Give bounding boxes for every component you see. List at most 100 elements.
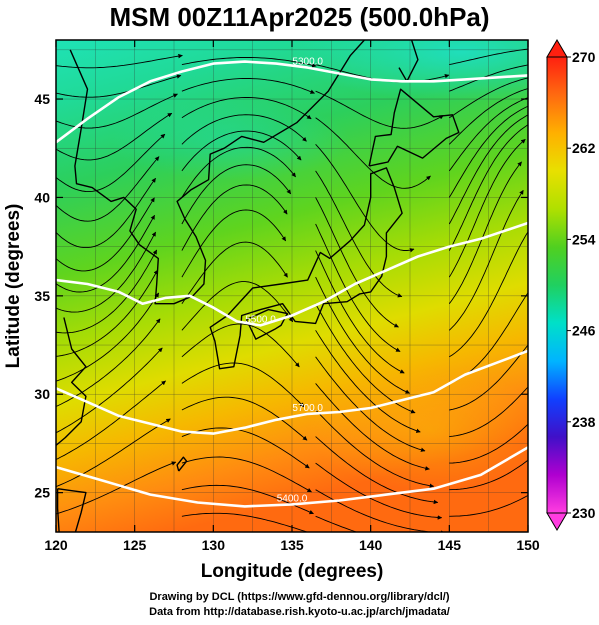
- coastline: [56, 488, 87, 532]
- streamline: [181, 146, 296, 198]
- colorbar-tick-label: 270: [572, 49, 596, 65]
- y-axis-title: Latitude (degrees): [3, 204, 24, 369]
- streamline: [56, 380, 166, 460]
- streamline: [448, 97, 528, 172]
- colorbar-tick-label: 230: [572, 505, 596, 521]
- streamline: [315, 197, 399, 328]
- footer-data-credit: Data from http://database.rish.kyoto-u.a…: [149, 606, 450, 618]
- streamline: [56, 156, 160, 222]
- streamline: [449, 77, 528, 119]
- streamline: [315, 409, 435, 488]
- streamline: [449, 459, 528, 491]
- streamline: [315, 117, 431, 189]
- streamline: [315, 462, 443, 520]
- contour-label: 5700.0: [292, 403, 323, 414]
- streamline: [56, 133, 166, 193]
- streamline: [315, 250, 405, 374]
- streamline: [315, 143, 415, 253]
- x-tick-label: 130: [202, 537, 226, 553]
- cold-trough-shading: [110, 100, 350, 180]
- x-tick-label: 125: [123, 537, 147, 553]
- streamline: [181, 57, 317, 68]
- streamline: [56, 74, 182, 98]
- coastline: [176, 456, 188, 472]
- streamline: [449, 48, 528, 66]
- streamline: [448, 124, 528, 251]
- colorbar: 230 238 246 254 262 270: [546, 39, 596, 531]
- footer-credits: Drawing by DCL (https://www.gfd-dennou.o…: [0, 590, 599, 620]
- streamline: [181, 114, 307, 145]
- streamline: [56, 318, 161, 408]
- streamline: [449, 64, 528, 92]
- streamline: [56, 53, 183, 69]
- streamline: [56, 214, 155, 293]
- streamline: [315, 356, 426, 452]
- y-tick-label: 45: [34, 91, 50, 107]
- contour-label: 5300.0: [292, 57, 323, 68]
- streamline: [181, 396, 308, 441]
- streamline: [315, 170, 403, 298]
- streamline: [315, 276, 411, 394]
- colorbar-tick-label: 238: [572, 414, 596, 430]
- x-tick-label: 150: [516, 537, 540, 553]
- x-axis-title: Longitude (degrees): [201, 561, 384, 582]
- colorbar-tick-label: 262: [572, 140, 596, 156]
- streamline: [448, 161, 522, 304]
- x-axis-ticks: 120 125 130 135 140 145 150: [44, 40, 540, 553]
- streamline: [181, 323, 300, 368]
- streamline: [181, 78, 315, 94]
- footer-drawing-credit: Drawing by DCL (https://www.gfd-dennou.o…: [149, 591, 450, 603]
- contour-line: [56, 446, 528, 508]
- streamline: [315, 223, 401, 352]
- coastline: [368, 88, 460, 167]
- streamline: [448, 138, 526, 278]
- streamline: [448, 114, 528, 225]
- y-tick-label: 40: [34, 189, 50, 205]
- streamline: [315, 330, 421, 433]
- wind-streamlines: [56, 48, 528, 532]
- streamline: [56, 231, 156, 313]
- streamline: [315, 90, 444, 129]
- streamline: [56, 418, 171, 488]
- streamline: [449, 494, 528, 517]
- streamline: [315, 436, 439, 505]
- streamline: [56, 112, 173, 161]
- streamline: [315, 515, 358, 532]
- y-axis-ticks: 25 30 35 40 45: [34, 91, 528, 501]
- streamline: [449, 386, 528, 438]
- streamline: [181, 281, 294, 331]
- colorbar-max-triangle: [546, 39, 568, 58]
- contour-label: 5400.0: [277, 493, 308, 504]
- coastline: [245, 308, 288, 340]
- streamline: [181, 97, 312, 120]
- streamline: [449, 423, 528, 464]
- streamline: [181, 164, 292, 225]
- x-tick-label: 145: [438, 537, 462, 553]
- geopotential-contours: 5400.0 5700.0 5500.0 5300.0: [56, 57, 528, 508]
- y-tick-label: 35: [34, 288, 50, 304]
- contour-line: [56, 60, 528, 144]
- coastline: [398, 40, 419, 82]
- contour-label: 5500.0: [245, 314, 276, 325]
- colorbar-scale: [546, 56, 568, 514]
- streamline: [56, 93, 178, 129]
- streamline: [449, 225, 528, 358]
- coastline: [209, 167, 403, 370]
- streamline: [181, 184, 288, 251]
- streamline: [315, 383, 430, 471]
- streamline: [448, 189, 524, 331]
- streamline: [56, 347, 163, 434]
- streamline: [181, 362, 305, 408]
- streamline: [448, 88, 528, 145]
- streamline: [56, 197, 155, 272]
- streamline: [56, 249, 158, 334]
- streamline: [448, 105, 528, 198]
- streamline: [181, 209, 287, 278]
- plot-title: MSM 00Z11Apr2025 (500.0hPa): [109, 2, 490, 32]
- streamline: [181, 130, 302, 172]
- streamline: [56, 177, 156, 249]
- streamline: [181, 427, 310, 469]
- colorbar-min-triangle: [546, 512, 568, 531]
- colorbar-tick-label: 246: [572, 323, 596, 339]
- streamline: [181, 456, 312, 493]
